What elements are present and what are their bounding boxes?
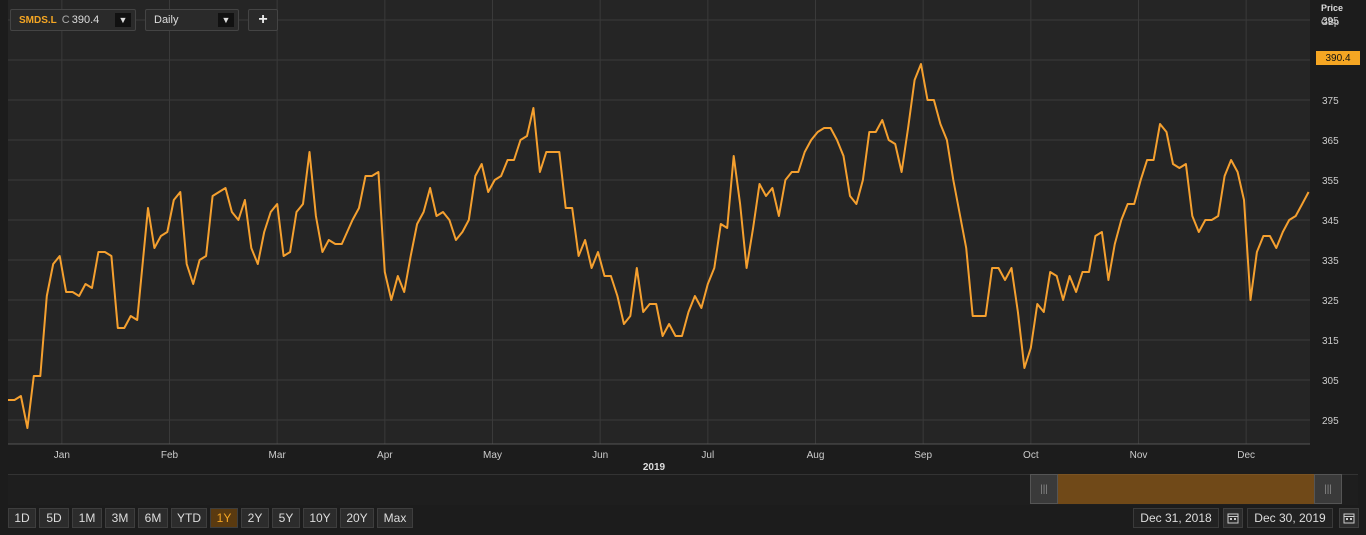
range-button-max[interactable]: Max [377,508,413,528]
interval-selector[interactable]: Daily ▼ [145,9,239,31]
range-button-ytd[interactable]: YTD [171,508,207,528]
y-tick-label: 305 [1322,376,1339,387]
x-tick-label: Jul [701,450,714,461]
y-tick-label: 295 [1322,416,1339,427]
x-tick-label: Sep [914,450,932,461]
y-tick-label: 325 [1322,296,1339,307]
x-tick-label: Mar [269,450,287,461]
close-value: 390.4 [71,14,100,26]
y-tick-label: 395 [1322,16,1339,27]
interval-label: Daily [154,14,179,26]
y-tick-label: 345 [1322,216,1339,227]
navigator-selection[interactable] [1058,474,1316,504]
x-tick-label: May [483,450,502,461]
y-tick-label: 375 [1322,96,1339,107]
range-button-1y[interactable]: 1Y [210,508,238,528]
end-calendar-icon[interactable] [1339,508,1359,528]
range-button-3m[interactable]: 3M [105,508,135,528]
x-tick-label: Jun [592,450,608,461]
x-tick-label: Aug [807,450,825,461]
range-button-6m[interactable]: 6M [138,508,168,528]
x-tick-label: Nov [1130,450,1148,461]
range-button-1m[interactable]: 1M [72,508,102,528]
add-symbol-button[interactable]: + [248,9,278,31]
range-button-2y[interactable]: 2Y [241,508,269,528]
y-tick-label: 365 [1322,136,1339,147]
x-tick-label: Dec [1237,450,1255,461]
x-tick-label: Jan [54,450,70,461]
x-tick-label: Feb [161,450,179,461]
range-button-5y[interactable]: 5Y [272,508,300,528]
navigator-left-handle[interactable]: ||| [1030,474,1058,504]
range-button-10y[interactable]: 10Y [303,508,337,528]
start-calendar-icon[interactable] [1223,508,1243,528]
axis-title-price: Price [1321,3,1344,13]
chevron-down-icon[interactable]: ▼ [218,13,234,27]
range-button-bar: 1D 5D 1M 3M 6M YTD 1Y 2Y 5Y 10Y 20Y Max [8,508,413,528]
range-button-5d[interactable]: 5D [39,508,69,528]
end-date-field[interactable]: Dec 30, 2019 [1247,508,1333,528]
close-prefix: C [61,14,70,26]
x-axis-year-label: 2019 [643,462,666,473]
range-button-20y[interactable]: 20Y [340,508,374,528]
y-tick-label: 355 [1322,176,1339,187]
y-tick-label: 315 [1322,336,1339,347]
y-tick-label: 335 [1322,256,1339,267]
last-price-flag: 390.4 [1316,51,1360,65]
plot-area[interactable] [8,0,1310,444]
range-button-1d[interactable]: 1D [8,508,36,528]
x-tick-label: Oct [1023,450,1039,461]
chevron-down-icon[interactable]: ▼ [115,13,131,27]
axis-unit: GBp [1321,17,1340,27]
navigator-right-handle[interactable]: ||| [1314,474,1342,504]
price-series-line [8,63,1310,429]
symbol-selector[interactable]: SMDS.L C 390.4 ▼ [10,9,136,31]
x-tick-label: Apr [377,450,393,461]
ticker-label: SMDS.L [19,14,57,26]
start-date-field[interactable]: Dec 31, 2018 [1133,508,1219,528]
